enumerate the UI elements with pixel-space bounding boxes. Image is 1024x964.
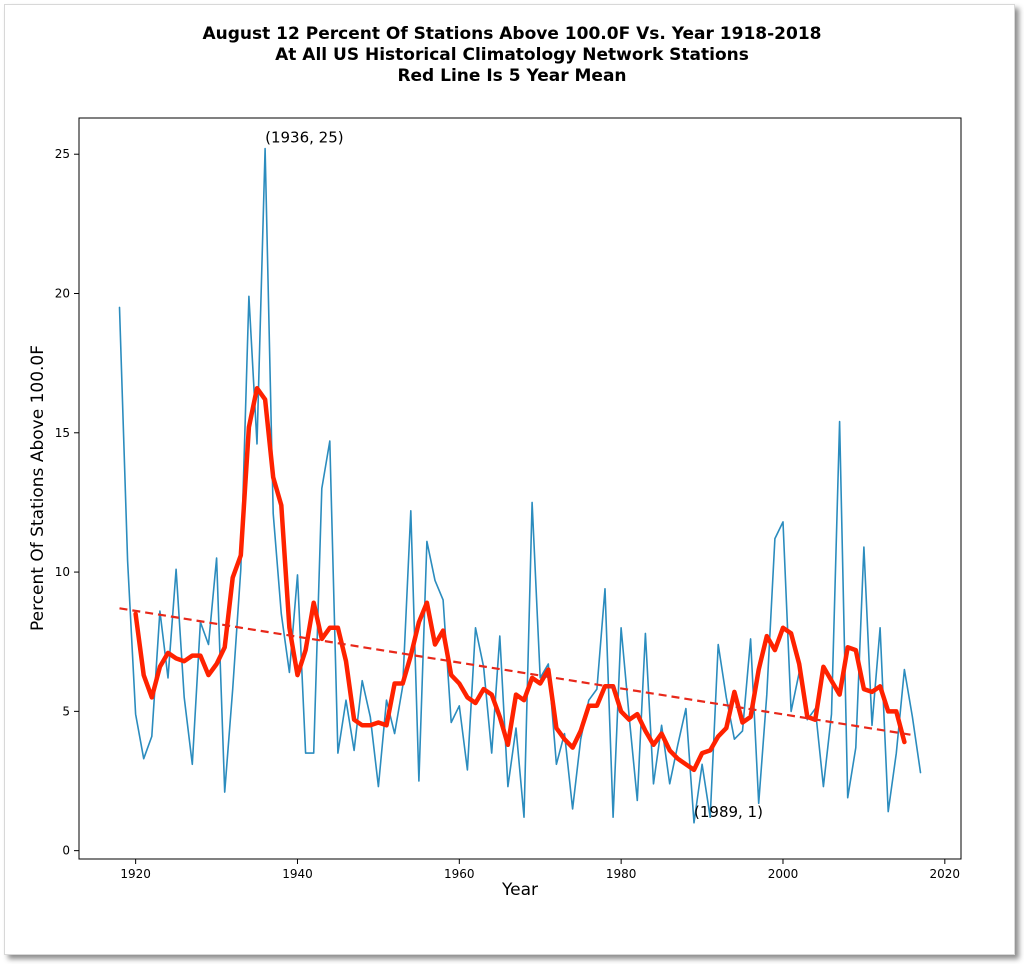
y-tick-label-10: 10	[55, 565, 70, 579]
x-tick-label-2020: 2020	[930, 867, 961, 881]
five-year-mean-line	[133, 385, 907, 773]
annotation-label-1: (1989, 1)	[694, 803, 763, 821]
y-tick-label-25: 25	[55, 147, 70, 161]
chart-title-line-1: August 12 Percent Of Stations Above 100.…	[202, 24, 822, 44]
trend-line	[119, 607, 913, 737]
x-axis-label: Year	[501, 880, 538, 900]
y-tick-label-0: 0	[62, 844, 70, 858]
y-tick-label-15: 15	[55, 426, 70, 440]
x-tick-label-1940: 1940	[282, 867, 313, 881]
plot-area-frame	[78, 117, 962, 860]
y-axis-label: Percent Of Stations Above 100.0F	[28, 345, 48, 631]
x-tick-label-2000: 2000	[768, 867, 799, 881]
figure-frame	[4, 4, 1015, 955]
annotation-label-0: (1936, 25)	[265, 129, 344, 147]
x-tick-label-1980: 1980	[606, 867, 637, 881]
x-tick-label-1960: 1960	[444, 867, 475, 881]
chart-title-line-2: At All US Historical Climatology Network…	[275, 45, 749, 65]
raw-percent-line	[118, 147, 922, 824]
y-tick-label-5: 5	[62, 704, 70, 718]
x-tick-label-1920: 1920	[120, 867, 151, 881]
y-tick-label-20: 20	[55, 287, 70, 301]
chart-title-line-3: Red Line Is 5 Year Mean	[397, 66, 627, 86]
